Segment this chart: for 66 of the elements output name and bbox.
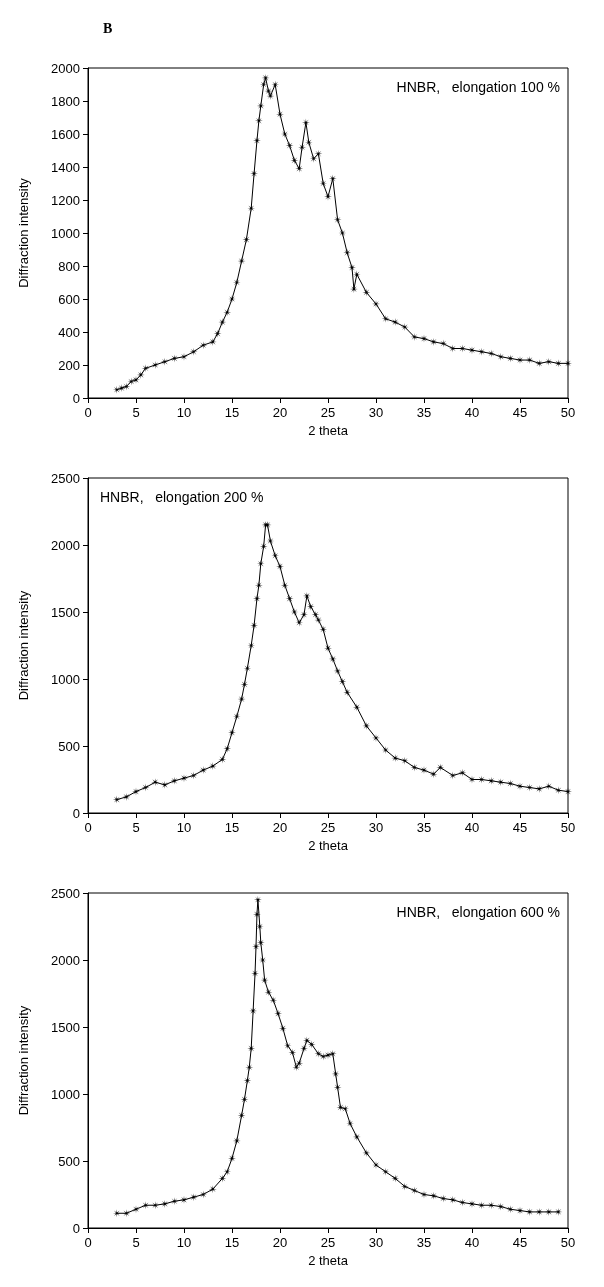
y-tick-label: 1500 bbox=[51, 604, 80, 620]
x-tick-label: 35 bbox=[416, 405, 432, 420]
x-tick-label: 20 bbox=[272, 820, 288, 835]
x-tick-label: 35 bbox=[416, 1235, 432, 1250]
y-tick-label: 400 bbox=[58, 324, 80, 340]
x-tick-label: 10 bbox=[176, 1235, 192, 1250]
x-tick-label: 0 bbox=[84, 1235, 92, 1250]
y-tick-label: 0 bbox=[72, 390, 80, 406]
x-tick-label: 5 bbox=[132, 405, 140, 420]
x-tick-label: 25 bbox=[320, 820, 336, 835]
x-tick-label: 25 bbox=[320, 405, 336, 420]
x-tick-label: 35 bbox=[416, 820, 432, 835]
x-tick-label: 40 bbox=[464, 405, 480, 420]
x-tick-label: 20 bbox=[272, 405, 288, 420]
y-tick-label: 2000 bbox=[51, 60, 80, 76]
x-axis-title: 2 theta bbox=[308, 1252, 349, 1268]
x-tick-label: 10 bbox=[176, 405, 192, 420]
x-tick-label: 30 bbox=[368, 1235, 384, 1250]
x-tick-label: 50 bbox=[560, 820, 576, 835]
y-tick-label: 1500 bbox=[51, 1019, 80, 1035]
x-tick-label: 15 bbox=[224, 1235, 240, 1250]
annotation: HNBR, elongation 200 % bbox=[100, 489, 264, 505]
y-tick-label: 200 bbox=[58, 357, 80, 373]
y-tick-label: 500 bbox=[58, 738, 80, 754]
y-tick-label: 2500 bbox=[51, 470, 80, 486]
x-tick-label: 40 bbox=[464, 1235, 480, 1250]
y-tick-label: 1400 bbox=[51, 159, 80, 175]
y-tick-label: 2000 bbox=[51, 537, 80, 553]
x-axis-title: 2 theta bbox=[308, 837, 349, 853]
x-tick-label: 0 bbox=[84, 405, 92, 420]
x-axis-title: 2 theta bbox=[308, 422, 349, 438]
y-tick-label: 1200 bbox=[51, 192, 80, 208]
y-tick-label: 2000 bbox=[51, 952, 80, 968]
x-tick-label: 10 bbox=[176, 820, 192, 835]
chart-title: B bbox=[103, 20, 113, 36]
x-tick-label: 15 bbox=[224, 405, 240, 420]
x-tick-label: 45 bbox=[512, 820, 528, 835]
x-tick-label: 45 bbox=[512, 405, 528, 420]
annotation: HNBR, elongation 100 % bbox=[396, 79, 561, 95]
x-tick-label: 25 bbox=[320, 1235, 336, 1250]
x-tick-label: 5 bbox=[132, 820, 140, 835]
y-axis-title: Diffraction intensity bbox=[16, 590, 31, 701]
annotation: HNBR, elongation 600 % bbox=[396, 904, 561, 920]
x-tick-label: 50 bbox=[560, 405, 576, 420]
x-tick-label: 45 bbox=[512, 1235, 528, 1250]
y-tick-label: 800 bbox=[58, 258, 80, 274]
y-tick-label: 1000 bbox=[51, 671, 80, 687]
y-axis-title: Diffraction intensity bbox=[16, 177, 31, 288]
y-tick-label: 500 bbox=[58, 1153, 80, 1169]
x-tick-label: 15 bbox=[224, 820, 240, 835]
y-tick-label: 2500 bbox=[51, 885, 80, 901]
x-tick-label: 30 bbox=[368, 820, 384, 835]
y-tick-label: 600 bbox=[58, 291, 80, 307]
x-tick-label: 30 bbox=[368, 405, 384, 420]
x-tick-label: 5 bbox=[132, 1235, 140, 1250]
x-tick-label: 40 bbox=[464, 820, 480, 835]
x-tick-label: 50 bbox=[560, 1235, 576, 1250]
x-tick-label: 20 bbox=[272, 1235, 288, 1250]
y-tick-label: 0 bbox=[72, 805, 80, 821]
y-tick-label: 1000 bbox=[51, 1086, 80, 1102]
y-axis-title: Diffraction intensity bbox=[16, 1005, 31, 1116]
y-tick-label: 1000 bbox=[51, 225, 80, 241]
y-tick-label: 1600 bbox=[51, 126, 80, 142]
x-tick-label: 0 bbox=[84, 820, 92, 835]
y-tick-label: 1800 bbox=[51, 93, 80, 109]
y-tick-label: 0 bbox=[72, 1220, 80, 1236]
